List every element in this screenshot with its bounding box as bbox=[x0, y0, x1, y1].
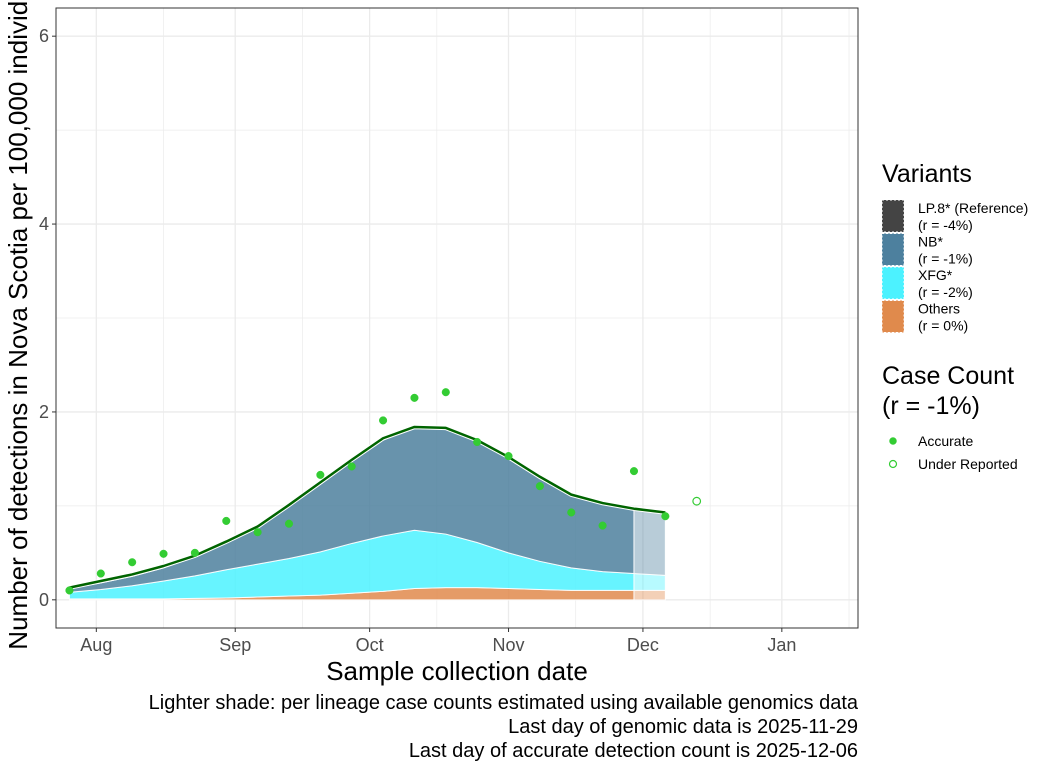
legend-sublabel: (r = 0%) bbox=[918, 318, 968, 334]
point-accurate bbox=[567, 508, 576, 517]
point-accurate bbox=[410, 393, 419, 402]
legend-key-xfg bbox=[881, 266, 905, 300]
legend-key-nb bbox=[881, 233, 905, 266]
legend-sublabel: (r = -1%) bbox=[918, 251, 973, 267]
point-accurate bbox=[316, 470, 325, 479]
area-xfg-estimated bbox=[633, 572, 666, 591]
point-accurate bbox=[473, 437, 482, 447]
legend-sublabel: (r = -2%) bbox=[918, 284, 973, 300]
legend-label: XFG* bbox=[918, 267, 953, 283]
x-axis-title: Sample collection date bbox=[326, 656, 588, 686]
x-tick-label: Oct bbox=[356, 635, 384, 655]
x-axis: Aug Sep Oct Nov Dec Jan bbox=[80, 628, 796, 655]
legend-title-variants: Variants bbox=[882, 160, 972, 188]
area-others-estimated bbox=[633, 589, 666, 601]
legend-key-others bbox=[881, 300, 905, 333]
legend-label: NB* bbox=[918, 234, 943, 250]
caption-line-3: Last day of accurate detection count is … bbox=[409, 740, 858, 762]
point-accurate bbox=[598, 521, 607, 530]
plot-panel bbox=[55, 7, 859, 629]
point-accurate bbox=[441, 388, 450, 397]
point-accurate bbox=[504, 452, 513, 461]
legend-label: LP.8* (Reference) bbox=[918, 200, 1028, 216]
x-tick-label: Jan bbox=[767, 635, 796, 655]
total-line bbox=[69, 425, 666, 589]
y-axis-title: Number of detections in Nova Scotia per … bbox=[3, 0, 33, 650]
point-accurate bbox=[535, 482, 544, 491]
legend-key-under-reported bbox=[888, 459, 898, 469]
y-tick-label: 2 bbox=[39, 402, 49, 422]
legend-key-lp-8-reference bbox=[881, 199, 905, 233]
point-accurate bbox=[253, 528, 262, 537]
area-nb-estimated bbox=[633, 509, 666, 576]
point-accurate bbox=[347, 462, 356, 471]
point-accurate bbox=[661, 512, 670, 521]
legend-label: Accurate bbox=[918, 433, 973, 449]
point-accurate bbox=[128, 558, 137, 567]
point-accurate bbox=[629, 467, 639, 476]
point-accurate bbox=[379, 416, 388, 425]
panel-border bbox=[55, 7, 859, 629]
y-tick-label: 0 bbox=[39, 590, 49, 610]
legend-label: Under Reported bbox=[918, 456, 1018, 472]
point-accurate bbox=[222, 516, 231, 525]
caption-line-1: Lighter shade: per lineage case counts e… bbox=[149, 692, 859, 714]
point-accurate bbox=[96, 569, 105, 578]
x-tick-label: Dec bbox=[627, 635, 659, 655]
point-under-reported bbox=[692, 496, 702, 506]
y-tick-label: 4 bbox=[39, 214, 49, 234]
point-accurate bbox=[65, 586, 74, 595]
caption-line-2: Last day of genomic data is 2025-11-29 bbox=[508, 716, 858, 738]
point-accurate bbox=[190, 548, 199, 557]
y-tick-label: 6 bbox=[39, 26, 49, 46]
legend-subtitle-case-count: (r = -1%) bbox=[882, 392, 980, 420]
x-tick-label: Sep bbox=[219, 635, 251, 655]
legend-key-accurate bbox=[889, 437, 897, 445]
point-accurate bbox=[284, 519, 294, 528]
legend-label: Others bbox=[918, 301, 960, 317]
y-axis: 0 2 4 6 bbox=[39, 26, 56, 610]
x-tick-label: Nov bbox=[493, 635, 525, 655]
legend-title-case-count: Case Count bbox=[882, 362, 1014, 390]
point-accurate bbox=[159, 549, 168, 558]
x-tick-label: Aug bbox=[80, 635, 112, 655]
legend-sublabel: (r = -4%) bbox=[918, 217, 973, 233]
